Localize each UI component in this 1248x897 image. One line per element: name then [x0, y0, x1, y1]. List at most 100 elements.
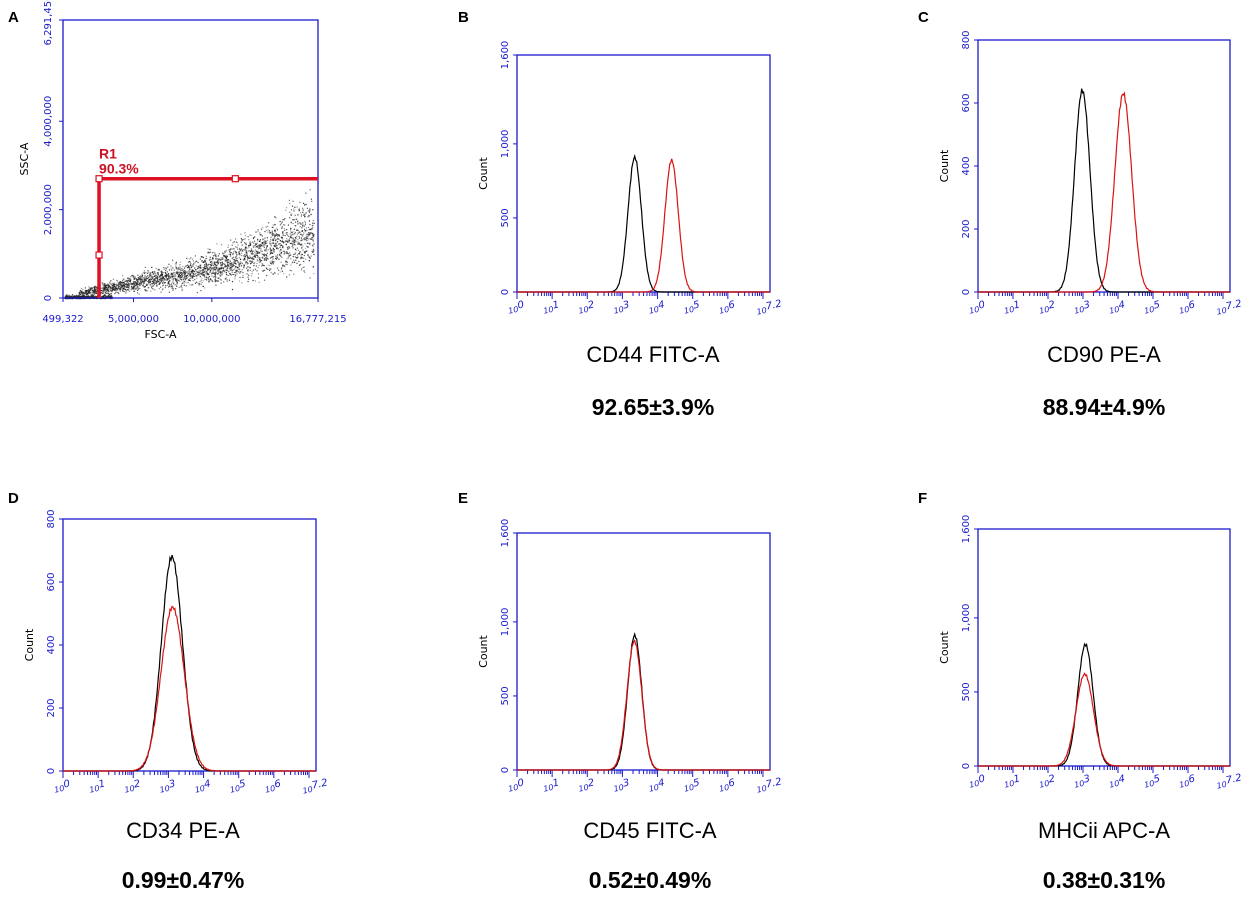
scatter-point [295, 237, 297, 240]
scatter-point [181, 268, 183, 270]
scatter-point [263, 253, 265, 255]
scatter-point [292, 237, 294, 239]
scatter-point [155, 277, 157, 279]
scatter-point [307, 246, 309, 248]
scatter-point [236, 246, 238, 249]
scatter-point [258, 247, 261, 249]
y-tick-label: 200 [961, 219, 972, 238]
scatter-point [208, 263, 210, 265]
scatter-point [122, 287, 125, 289]
scatter-point [256, 262, 258, 265]
scatter-point [131, 283, 133, 286]
plot-frame [62, 19, 319, 299]
scatter-point [271, 234, 273, 236]
scatter-point [270, 251, 272, 253]
scatter-point [220, 282, 222, 284]
scatter-point [207, 269, 209, 272]
scatter-point [171, 273, 174, 275]
scatter-point [280, 249, 282, 251]
scatter-point [146, 284, 148, 286]
scatter-point [298, 243, 300, 245]
scatter-point [311, 232, 313, 234]
scatter-point [297, 243, 299, 245]
scatter-point [276, 254, 278, 256]
scatter-point [225, 258, 228, 260]
scatter-point [202, 271, 204, 273]
scatter-point [275, 258, 277, 260]
scatter-point [138, 293, 140, 295]
scatter-point [81, 295, 83, 298]
scatter-point [136, 284, 138, 286]
scatter-point [227, 259, 229, 261]
scatter-point [153, 279, 155, 282]
scatter-point [185, 285, 187, 287]
scatter-point [202, 269, 204, 271]
scatter-point [107, 292, 110, 294]
scatter-point [237, 244, 239, 246]
scatter-point [286, 263, 288, 266]
scatter-point [251, 241, 253, 243]
scatter-point [103, 295, 105, 298]
scatter-point [297, 239, 299, 241]
scatter-point [259, 232, 261, 234]
scatter-point [257, 245, 259, 247]
scatter-point [81, 292, 84, 294]
scatter-point [260, 243, 262, 245]
scatter-point [273, 261, 275, 263]
scatter-point [260, 234, 262, 236]
scatter-point [259, 252, 261, 254]
scatter-point [312, 233, 314, 235]
scatter-point [196, 277, 198, 279]
scatter-point [211, 267, 213, 269]
scatter-point [118, 287, 120, 289]
scatter-point [116, 284, 118, 287]
scatter-point [216, 258, 218, 260]
scatter-point [107, 285, 109, 288]
scatter-point [292, 219, 294, 221]
x-tick-label: 103 [612, 778, 631, 794]
scatter-point [215, 284, 217, 286]
scatter-point [89, 292, 91, 294]
scatter-point [305, 239, 307, 241]
scatter-point [198, 273, 200, 275]
scatter-point [151, 278, 153, 280]
x-tick-label: 100 [968, 774, 987, 790]
scatter-point [197, 271, 199, 273]
scatter-point [266, 246, 268, 248]
scatter-point [308, 210, 310, 212]
scatter-point [129, 283, 131, 285]
scatter-point [78, 296, 80, 298]
scatter-point [104, 283, 106, 285]
scatter-point [243, 255, 245, 257]
x-tick-label: 103 [612, 300, 631, 316]
x-tick-label: 107.2 [755, 777, 783, 795]
scatter-point [247, 257, 249, 259]
scatter-point [95, 288, 97, 291]
scatter-point [283, 250, 285, 252]
scatter-point [226, 280, 228, 282]
scatter-point [91, 288, 93, 290]
scatter-point [106, 292, 108, 294]
scatter-point [146, 290, 149, 292]
scatter-point [136, 287, 138, 289]
scatter-point [284, 218, 286, 220]
scatter-point [179, 280, 181, 283]
scatter-point [172, 288, 175, 290]
scatter-point [199, 258, 201, 260]
scatter-point [145, 272, 147, 274]
x-tick-label: 104 [647, 778, 666, 794]
scatter-point [141, 277, 143, 279]
scatter-point [207, 267, 209, 269]
scatter-point [90, 291, 92, 293]
scatter-point [91, 287, 93, 290]
scatter-point [180, 286, 182, 288]
scatter-point [224, 259, 226, 261]
scatter-point [188, 270, 190, 272]
scatter-point [302, 210, 304, 212]
scatter-point [249, 242, 251, 244]
scatter-point [203, 261, 205, 263]
scatter-point [300, 257, 302, 260]
scatter-point [287, 239, 289, 241]
scatter-point [221, 258, 223, 260]
scatter-point [285, 240, 287, 242]
